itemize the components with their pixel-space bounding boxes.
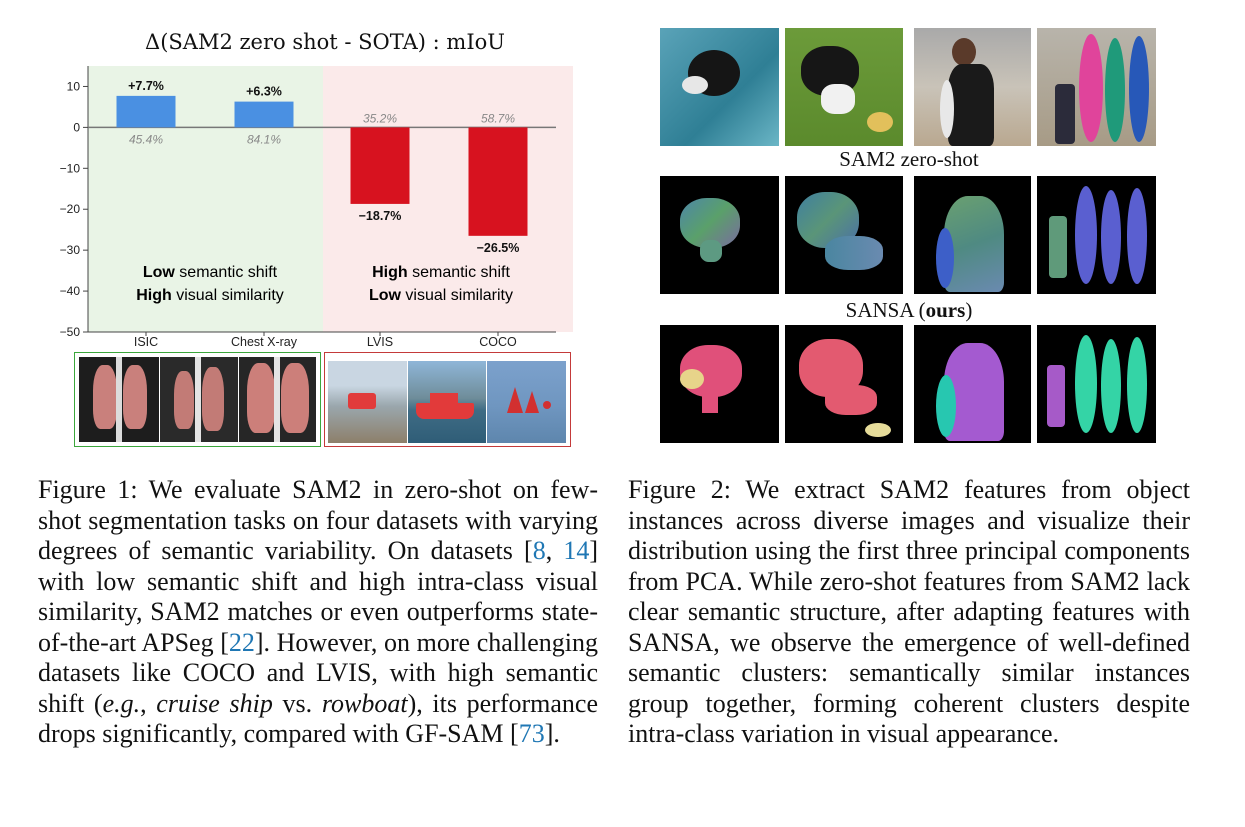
delta-label: −18.7%: [359, 209, 402, 223]
figure2-caption: Figure 2: We extract SAM2 features from …: [628, 475, 1190, 748]
zero-shot-row-label: SAM2 zero-shot: [839, 147, 979, 171]
x-tick-label: ISIC: [134, 335, 158, 349]
zero-shot-feature-map: [785, 176, 903, 294]
swimming-dog-photo: [660, 28, 779, 146]
x-tick-label: LVIS: [367, 335, 393, 349]
y-tick-label: −50: [60, 325, 81, 339]
y-tick-label: 0: [73, 120, 80, 134]
low-shift-examples: [74, 352, 321, 447]
dog-on-grass-photo: [785, 28, 903, 146]
bar: [116, 95, 176, 128]
region-label-low-line2: High visual similarity: [136, 287, 284, 304]
bar: [350, 127, 410, 204]
region-label-high-line1: High semantic shift: [372, 264, 510, 281]
boat-thumbnail: [487, 361, 566, 443]
xray-thumbnail: [79, 357, 159, 442]
y-tick-label: −30: [60, 243, 81, 257]
delta-label: +7.7%: [128, 79, 164, 93]
surfer-photo: [914, 28, 1031, 146]
score-label: 45.4%: [129, 132, 163, 146]
zero-shot-feature-map: [1037, 176, 1156, 294]
sansa-label-suffix: ): [965, 298, 973, 322]
boat-thumbnail: [408, 361, 486, 443]
figure1-caption: Figure 1: We evaluate SAM2 in zero-shot …: [38, 475, 598, 748]
delta-label: +6.3%: [246, 85, 282, 99]
y-tick-label: −20: [60, 202, 81, 216]
citation-link[interactable]: 73: [518, 719, 545, 748]
region-label-high-line2: Low visual similarity: [369, 287, 513, 304]
sansa-feature-map: [660, 325, 779, 443]
delta-label: −26.5%: [477, 241, 520, 255]
bar-chart: 10 0 −10 −20 −30 −40 −50 +7.7% 45.4% +6.3% 84.1% −…: [60, 66, 573, 349]
chart-title: Δ(SAM2 zero shot - SOTA) : mIoU: [145, 30, 505, 54]
zero-shot-feature-map: [660, 176, 779, 294]
score-label: 84.1%: [247, 132, 281, 146]
bar: [234, 101, 294, 128]
region-label-low: Low semantic shift High visual similarit…: [136, 264, 284, 304]
bar: [468, 127, 528, 236]
citation-link[interactable]: 14: [563, 536, 590, 565]
xray-thumbnail: [239, 357, 316, 442]
sansa-row-label: SANSA (ours): [660, 298, 1158, 323]
citation-link[interactable]: 22: [228, 627, 255, 657]
surfboards-photo: [1037, 28, 1156, 146]
sansa-label-prefix: SANSA (: [845, 298, 926, 322]
region-label-low-line1: Low semantic shift: [143, 264, 278, 281]
zero-shot-feature-map: [914, 176, 1031, 294]
y-tick-label: −40: [60, 284, 81, 298]
sansa-feature-map: [914, 325, 1031, 443]
sansa-feature-map: [785, 325, 903, 443]
xray-thumbnail: [160, 357, 238, 442]
sansa-feature-map: [1037, 325, 1156, 443]
y-tick-label: −10: [60, 161, 81, 175]
score-label: 58.7%: [481, 111, 515, 125]
citation-link[interactable]: 8: [532, 536, 546, 565]
score-label: 35.2%: [363, 111, 397, 125]
sansa-label-bold: ours: [925, 298, 966, 322]
region-label-high: High semantic shift Low visual similarit…: [369, 264, 513, 304]
high-shift-examples: [324, 352, 571, 447]
x-tick-label: COCO: [479, 335, 517, 349]
y-tick-label: 10: [67, 79, 81, 93]
x-tick-label: Chest X-ray: [231, 335, 298, 349]
boat-thumbnail: [328, 361, 407, 443]
